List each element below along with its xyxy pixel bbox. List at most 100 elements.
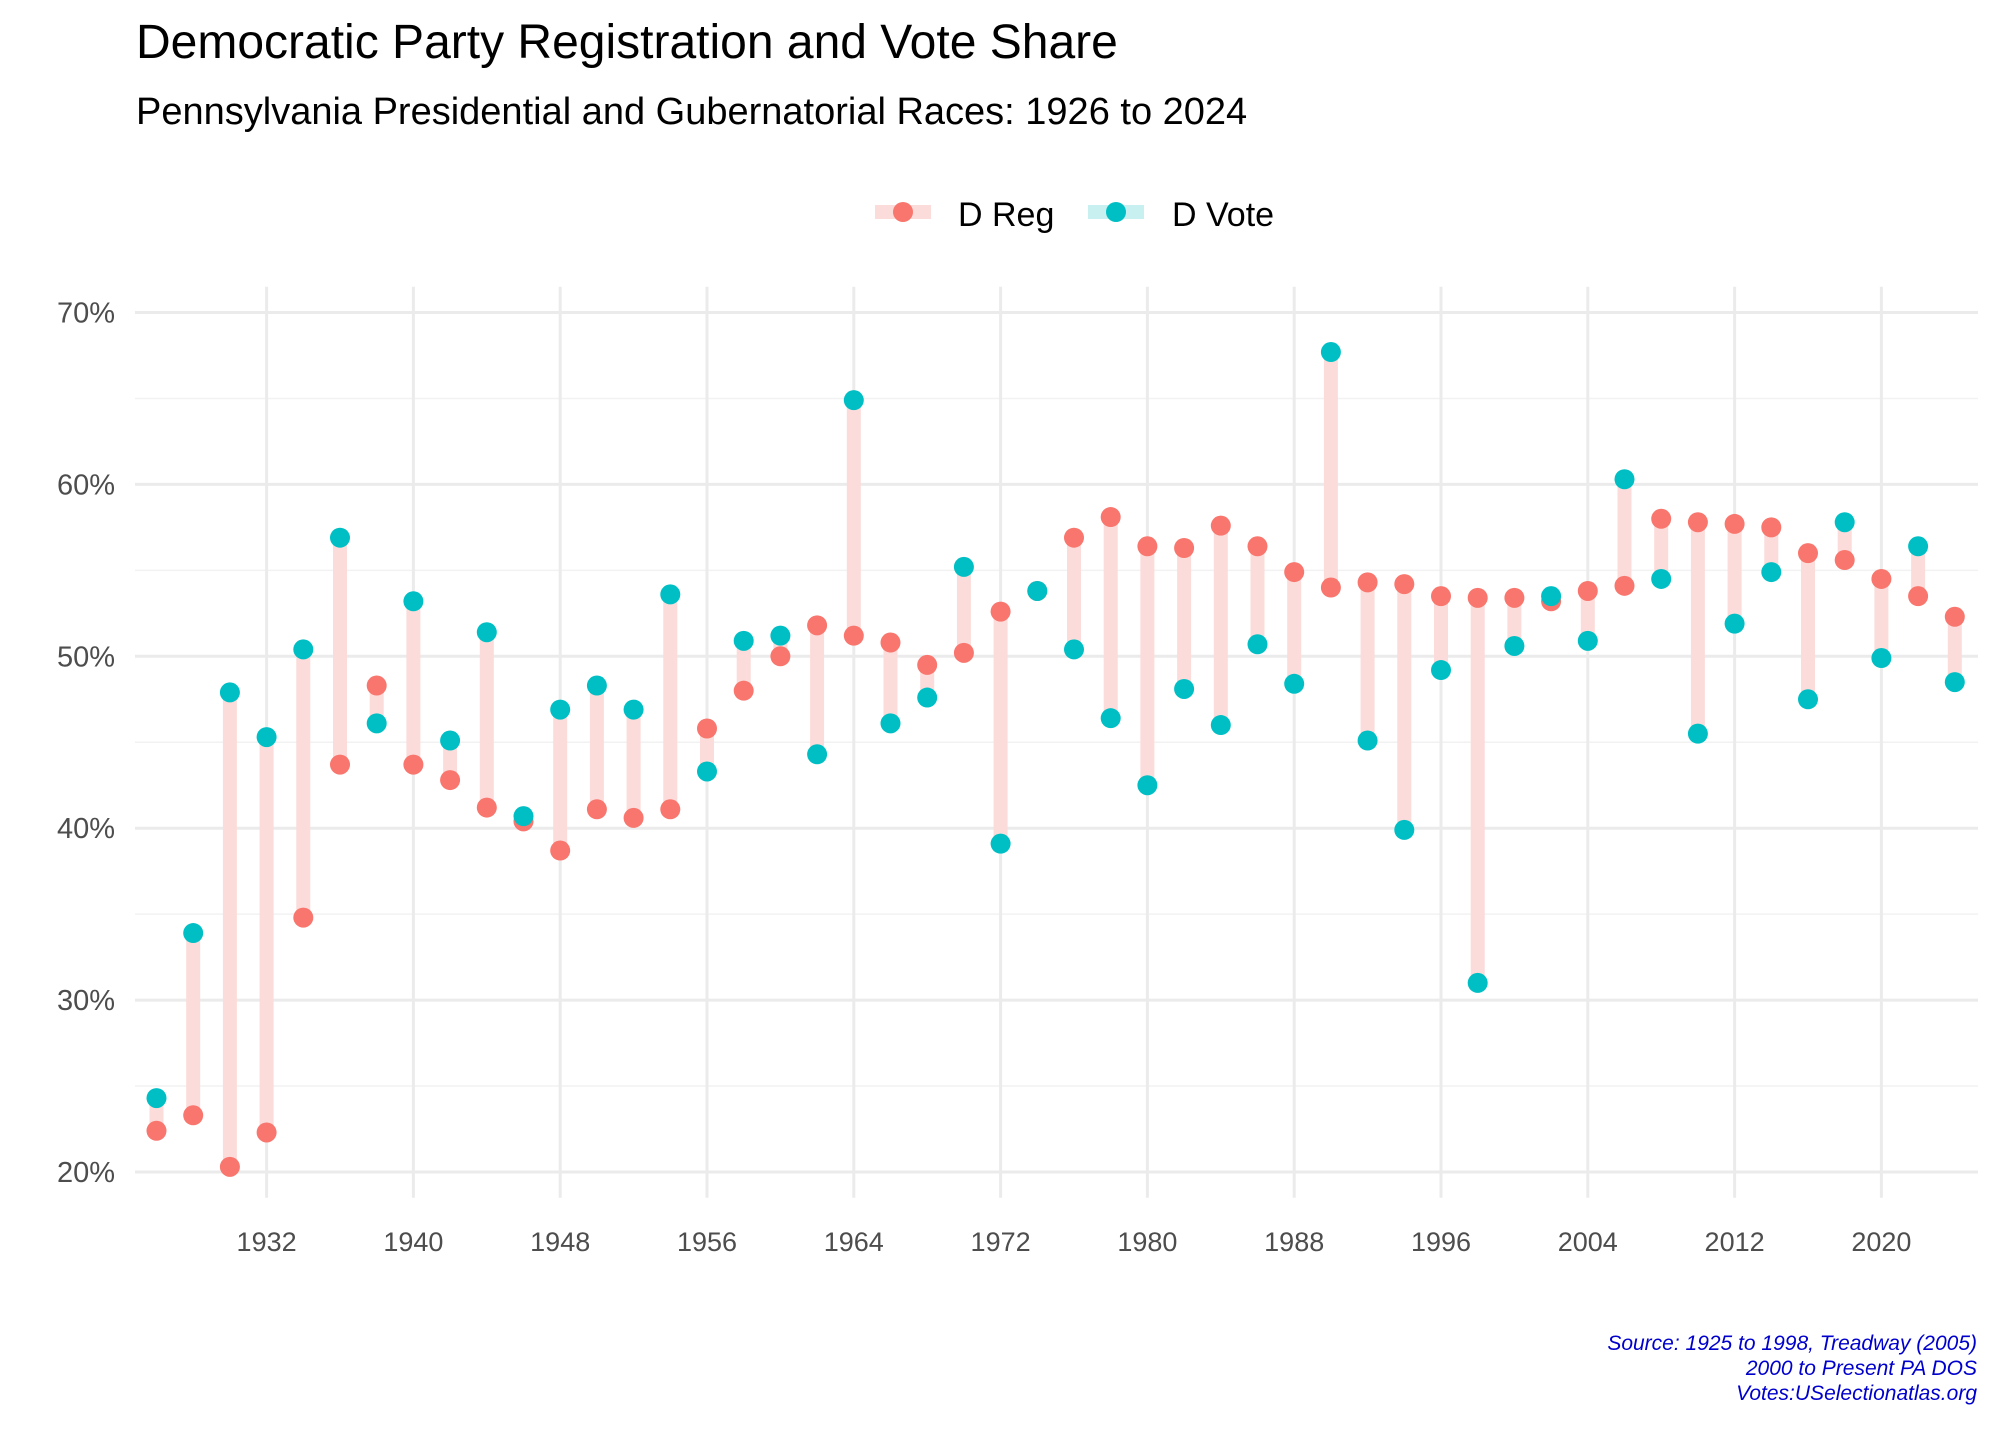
legend-key-d-vote-point [1106, 202, 1126, 222]
point-d-reg-2024 [1944, 606, 1965, 627]
point-d-reg-1934 [293, 907, 314, 928]
point-d-vote-1950 [586, 675, 607, 696]
x-tick-label: 2020 [1851, 1227, 1911, 1257]
gridlines [135, 286, 1978, 1198]
caption: Source: 1925 to 1998, Treadway (2005) 20… [1607, 1332, 1977, 1405]
point-d-vote-2024 [1944, 672, 1965, 693]
point-d-reg-1972 [990, 601, 1011, 622]
point-d-vote-1982 [1174, 678, 1195, 699]
point-d-vote-1994 [1394, 819, 1415, 840]
point-d-vote-1964 [843, 390, 864, 411]
point-d-vote-1928 [183, 923, 204, 944]
point-d-reg-2014 [1761, 517, 1782, 538]
point-d-vote-2010 [1687, 723, 1708, 744]
chart-title: Democratic Party Registration and Vote S… [136, 16, 1118, 69]
point-d-reg-1966 [880, 632, 901, 653]
legend-label-d-reg: D Reg [958, 196, 1054, 234]
point-d-reg-1926 [146, 1120, 167, 1141]
point-d-vote-1962 [807, 744, 828, 765]
x-tick-label: 1988 [1264, 1227, 1324, 1257]
point-d-vote-1968 [917, 687, 938, 708]
x-tick-label: 2012 [1705, 1227, 1765, 1257]
point-d-reg-1954 [660, 799, 681, 820]
point-d-reg-1936 [330, 754, 350, 775]
y-tick-label: 70% [57, 298, 115, 330]
point-d-reg-1992 [1357, 572, 1378, 593]
point-d-reg-2016 [1798, 543, 1818, 564]
point-d-reg-2020 [1871, 568, 1892, 589]
point-d-vote-1960 [770, 625, 791, 646]
point-d-vote-1940 [403, 591, 424, 612]
point-d-vote-1952 [623, 699, 644, 720]
point-d-vote-1926 [146, 1088, 167, 1109]
point-d-vote-1996 [1431, 660, 1451, 681]
point-d-reg-1970 [953, 642, 974, 663]
point-d-vote-1956 [697, 761, 717, 782]
point-d-reg-1958 [733, 680, 754, 701]
point-d-vote-1934 [293, 639, 314, 660]
point-d-vote-1930 [219, 682, 240, 703]
point-d-reg-1932 [256, 1122, 277, 1143]
point-d-reg-2022 [1908, 586, 1929, 607]
point-d-reg-2008 [1651, 508, 1672, 529]
point-d-vote-2006 [1614, 469, 1635, 490]
caption-line-2: 2000 to Present PA DOS [1745, 1357, 1977, 1380]
x-axis: 1932 1940 1948 1956 1964 1972 1980 1988 1996 2004… [237, 1227, 1912, 1257]
point-d-vote-2020 [1871, 648, 1892, 669]
y-tick-label: 40% [57, 813, 115, 845]
y-axis: 20% 30% 40% 50% 60% 70% [57, 298, 115, 1190]
point-d-reg-1952 [623, 807, 644, 828]
point-d-vote-1990 [1320, 342, 1341, 363]
x-tick-label: 1972 [971, 1227, 1031, 1257]
point-d-reg-1948 [550, 840, 571, 861]
point-d-vote-1980 [1137, 775, 1158, 796]
point-d-reg-1944 [476, 797, 497, 818]
point-d-vote-1966 [880, 713, 901, 734]
point-d-reg-2012 [1724, 513, 1745, 534]
point-d-reg-1950 [586, 799, 607, 820]
point-d-reg-1978 [1100, 507, 1121, 528]
chart-subtitle: Pennsylvania Presidential and Gubernator… [136, 91, 1247, 133]
point-d-reg-2018 [1834, 550, 1855, 571]
point-d-reg-1938 [366, 675, 387, 696]
y-tick-label: 60% [57, 469, 115, 501]
point-d-vote-1988 [1284, 673, 1305, 694]
points [146, 342, 1965, 1177]
point-d-vote-1974 [1027, 580, 1048, 601]
point-d-vote-1986 [1247, 634, 1268, 655]
point-d-reg-1980 [1137, 536, 1158, 557]
point-d-vote-1946 [513, 806, 534, 827]
segments [149, 352, 1962, 1167]
point-d-reg-1990 [1320, 577, 1341, 598]
x-tick-label: 1940 [383, 1227, 443, 1257]
point-d-vote-1954 [660, 584, 681, 605]
x-tick-label: 1996 [1411, 1227, 1471, 1257]
legend-label-d-vote: D Vote [1172, 196, 1274, 234]
point-d-reg-1996 [1431, 586, 1451, 607]
point-d-reg-2010 [1687, 512, 1708, 533]
point-d-vote-1978 [1100, 708, 1121, 729]
point-d-reg-1998 [1467, 587, 1488, 608]
point-d-reg-2000 [1504, 587, 1525, 608]
point-d-reg-1964 [843, 625, 864, 646]
point-d-vote-1972 [990, 833, 1011, 854]
point-d-vote-2016 [1798, 689, 1818, 710]
point-d-reg-1940 [403, 754, 424, 775]
point-d-vote-1932 [256, 727, 277, 748]
point-d-vote-2008 [1651, 568, 1672, 589]
legend-key-d-reg-point [893, 202, 913, 222]
point-d-vote-1944 [476, 622, 497, 643]
x-tick-label: 1932 [237, 1227, 297, 1257]
point-d-reg-2004 [1577, 580, 1598, 601]
legend: D Reg D Vote [875, 196, 1274, 234]
point-d-reg-1988 [1284, 562, 1305, 583]
point-d-vote-2004 [1577, 630, 1598, 651]
x-tick-label: 1956 [677, 1227, 737, 1257]
x-tick-label: 1948 [530, 1227, 590, 1257]
point-d-vote-2002 [1541, 586, 1562, 607]
point-d-vote-2012 [1724, 613, 1745, 634]
point-d-vote-1998 [1467, 972, 1488, 993]
point-d-vote-1936 [330, 527, 350, 548]
point-d-reg-2006 [1614, 575, 1635, 596]
